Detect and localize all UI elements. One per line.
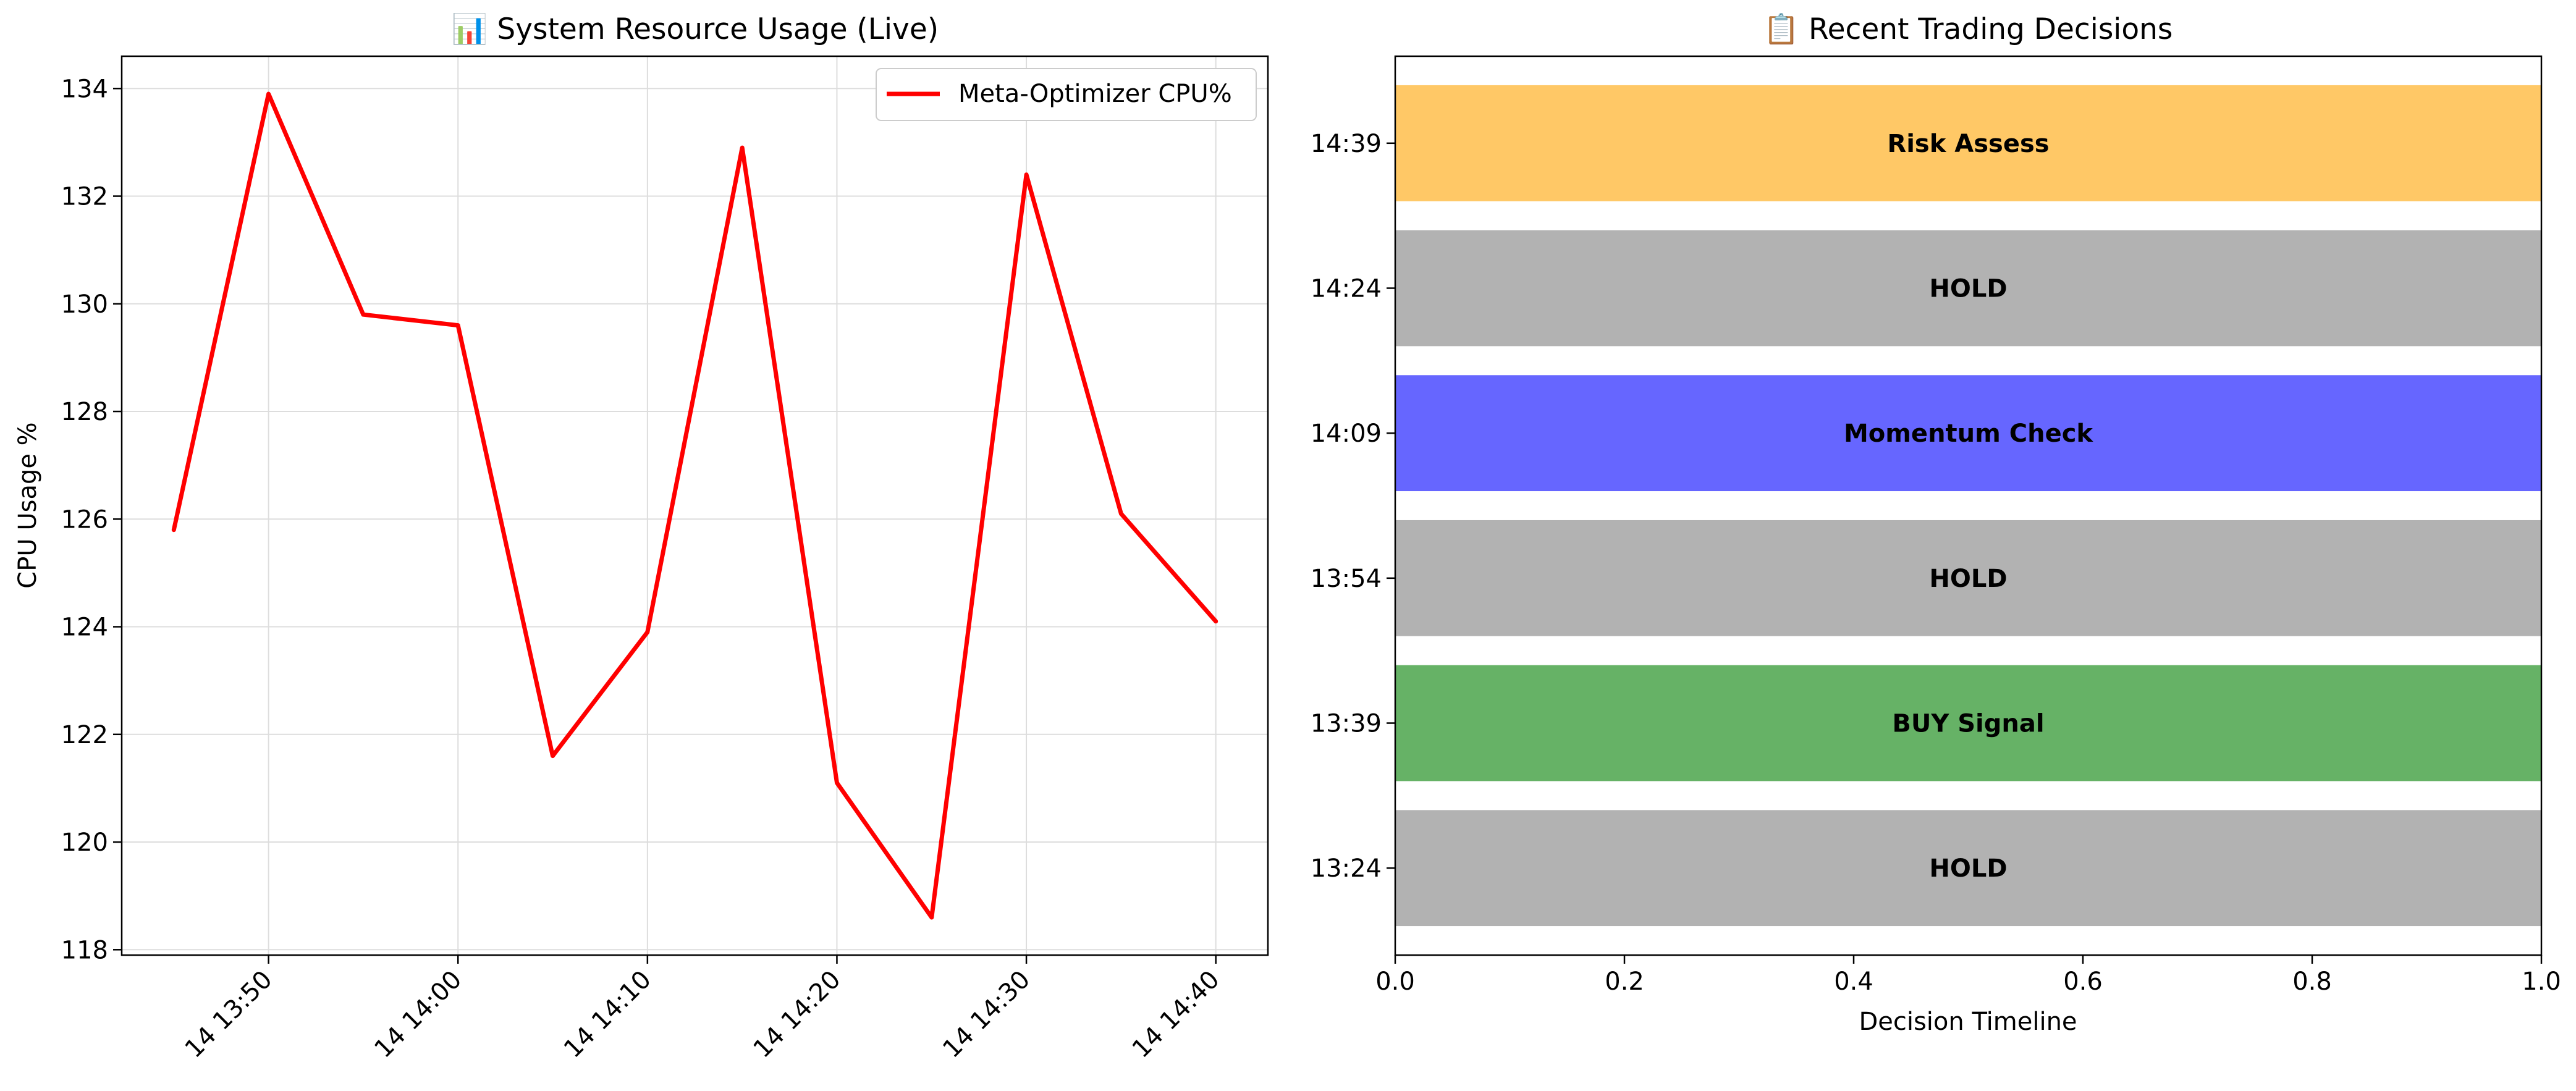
- bar-chart-x-axis-label: Decision Timeline: [1859, 1008, 2077, 1036]
- x-tick-label: 0.2: [1605, 967, 1644, 996]
- x-tick-label: 14 14:10: [559, 966, 657, 1064]
- y-tick-label: 14:39: [1311, 130, 1382, 158]
- y-tick-label: 14:09: [1311, 419, 1382, 448]
- decision-bar: [1395, 230, 2541, 347]
- x-tick-label: 14 14:20: [748, 966, 847, 1064]
- x-tick-label: 0.8: [2292, 967, 2332, 996]
- y-tick-label: 120: [61, 828, 108, 857]
- decision-bar: [1395, 665, 2541, 781]
- decision-bar-label: BUY Signal: [1892, 710, 2044, 738]
- bar-chart-y-ticks: 13:24 13:39 13:54 14:09 14:24 14:39: [1311, 130, 1395, 883]
- line-chart-title: 📊 System Resource Usage (Live): [452, 12, 939, 46]
- x-tick-label: 14 14:30: [937, 966, 1036, 1064]
- y-tick-label: 13:24: [1311, 854, 1382, 883]
- x-tick-label: 0.6: [2063, 967, 2103, 996]
- line-chart-y-ticks: 118 120 122 124 126 128 130 132 134: [61, 75, 122, 964]
- y-tick-label: 128: [61, 398, 108, 426]
- legend-entry-label: Meta-Optimizer CPU%: [958, 80, 1232, 108]
- y-tick-label: 13:39: [1311, 710, 1382, 738]
- line-chart-y-axis-label: CPU Usage %: [14, 422, 42, 588]
- line-chart-plot-frame: [120, 55, 1269, 956]
- y-tick-label: 130: [61, 290, 108, 319]
- line-chart-series-group: [171, 91, 1218, 920]
- y-tick-label: 124: [61, 613, 108, 642]
- line-chart-legend: Meta-Optimizer CPU%: [876, 68, 1257, 121]
- decision-bar: [1395, 520, 2541, 636]
- decision-bar-label: HOLD: [1929, 274, 2007, 303]
- line-chart-x-ticks: 14 13:50 14 14:00 14 14:10 14 14:20 14 14:30…: [180, 955, 1225, 1064]
- y-tick-label: 14:24: [1311, 274, 1382, 303]
- x-tick-label: 1.0: [2522, 967, 2561, 996]
- bar-chart-title: 📋 Recent Trading Decisions: [1763, 12, 2173, 46]
- bar-chart-x-ticks: 0.0 0.2 0.4 0.6 0.8 1.0: [1375, 955, 2561, 996]
- decision-bar: [1395, 375, 2541, 492]
- y-tick-label: 134: [61, 75, 108, 103]
- x-tick-label: 14 14:40: [1127, 966, 1225, 1064]
- x-tick-label: 14 13:50: [180, 966, 278, 1064]
- decision-bar-label: Momentum Check: [1844, 419, 2093, 448]
- x-tick-label: 0.0: [1375, 967, 1415, 996]
- line-chart-grid: [122, 56, 1268, 955]
- y-tick-label: 126: [61, 505, 108, 534]
- decision-bar: [1395, 810, 2541, 927]
- y-tick-label: 122: [61, 721, 108, 749]
- legend-box: [876, 68, 1257, 121]
- bar-chart-bars-group: HOLD BUY Signal HOLD Momentum Check HOLD Risk…: [1395, 85, 2541, 927]
- y-tick-label: 118: [61, 936, 108, 964]
- y-tick-label: 13:54: [1311, 565, 1382, 593]
- x-tick-label: 0.4: [1834, 967, 1873, 996]
- decisions-bar-chart: 📋 Recent Trading Decisions HOLD BUY Signa…: [1311, 12, 2561, 1036]
- decision-bar-label: Risk Assess: [1887, 130, 2049, 158]
- x-tick-label: 14 14:00: [369, 966, 467, 1064]
- decision-bar-label: HOLD: [1929, 565, 2007, 593]
- decision-bar: [1395, 85, 2541, 201]
- y-tick-label: 132: [61, 183, 108, 211]
- cpu-series-line: [171, 91, 1218, 920]
- bar-chart-plot-frame: [1394, 55, 2543, 956]
- decision-bar-label: HOLD: [1929, 854, 2007, 883]
- cpu-line-chart: 📊 System Resource Usage (Live) 118 120 122…: [14, 12, 1269, 1064]
